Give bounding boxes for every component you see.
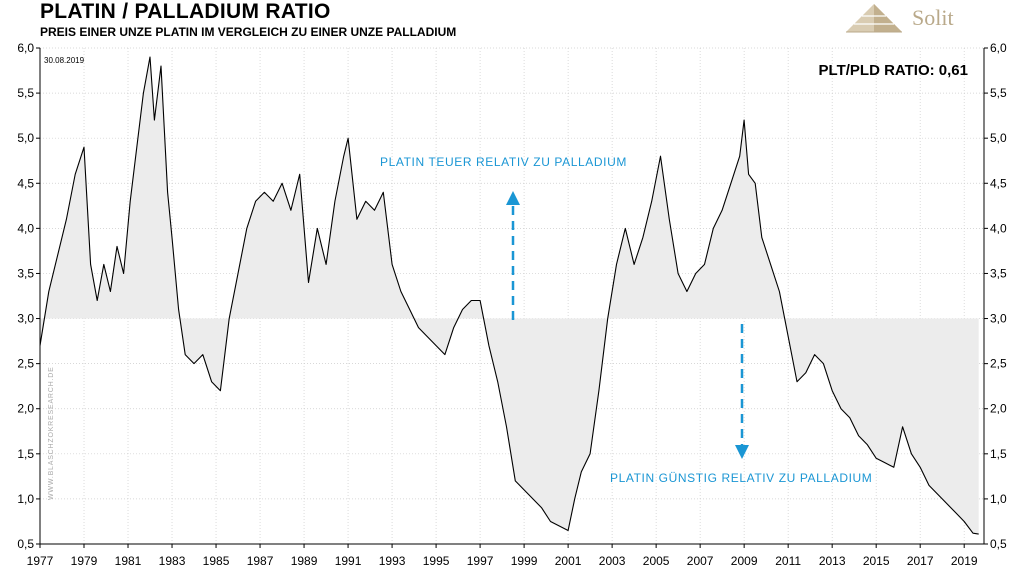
y-tick-label-right: 5,0	[990, 131, 1007, 145]
x-tick-label: 1995	[423, 554, 450, 568]
y-tick-label-right: 6,0	[990, 41, 1007, 55]
y-tick-label-right: 1,0	[990, 492, 1007, 506]
x-tick-label: 2005	[643, 554, 670, 568]
y-tick-label-left: 3,5	[17, 266, 34, 280]
y-tick-label-left: 1,5	[17, 447, 34, 461]
x-tick-label: 1979	[71, 554, 98, 568]
area-fill-path	[40, 57, 979, 535]
y-tick-label-right: 4,5	[990, 176, 1007, 190]
y-tick-label-left: 5,0	[17, 131, 34, 145]
y-tick-label-left: 1,0	[17, 492, 34, 506]
watermark: WWW.BLASCHZOKRESEARCH.DE	[48, 366, 55, 500]
y-tick-label-left: 2,0	[17, 402, 34, 416]
x-tick-label: 1991	[335, 554, 362, 568]
annotation-arrows	[506, 191, 749, 459]
y-tick-label-right: 0,5	[990, 537, 1007, 551]
y-tick-label-left: 0,5	[17, 537, 34, 551]
chart-title: PLATIN / PALLADIUM RATIO	[40, 0, 331, 23]
ratio-area-fill	[40, 57, 979, 535]
y-tick-label-right: 2,5	[990, 357, 1007, 371]
x-tick-label: 1993	[379, 554, 406, 568]
x-tick-label: 1985	[203, 554, 230, 568]
y-tick-label-left: 6,0	[17, 41, 34, 55]
x-tick-label: 2011	[775, 554, 801, 568]
y-tick-label-right: 2,0	[990, 402, 1007, 416]
y-tick-label-left: 4,0	[17, 221, 34, 235]
ratio-line	[39, 56, 979, 535]
x-tick-label: 1981	[115, 554, 142, 568]
x-tick-label: 1987	[247, 554, 274, 568]
x-tick-label: 2007	[687, 554, 714, 568]
y-tick-label-right: 3,5	[990, 266, 1007, 280]
x-tick-label: 2001	[555, 554, 582, 568]
up-arrow-head	[506, 191, 520, 205]
annotation-lower: PLATIN GÜNSTIG RELATIV ZU PALLADIUM	[610, 471, 872, 485]
logo-text: Solit	[912, 5, 954, 30]
x-tick-label: 1983	[159, 554, 186, 568]
y-axis-left-ticks: 0,5 1,0 1,5 2,0 2,5 3,0 3,5 4,0 4,5 5,0 5,5 6,0	[17, 41, 40, 551]
series-line-path	[39, 56, 979, 535]
x-tick-label: 1997	[467, 554, 494, 568]
x-tick-label: 2009	[731, 554, 758, 568]
down-arrow-head	[735, 445, 749, 459]
axes	[39, 48, 985, 545]
y-tick-label-left: 2,5	[17, 357, 34, 371]
x-tick-label: 2003	[599, 554, 626, 568]
y-tick-label-right: 1,5	[990, 447, 1007, 461]
x-tick-label: 1989	[291, 554, 318, 568]
date-label: 30.08.2019	[44, 56, 85, 65]
x-tick-label: 2013	[819, 554, 846, 568]
chart-subtitle: PREIS EINER UNZE PLATIN IM VERGLEICH ZU …	[40, 25, 457, 39]
x-tick-label: 1977	[27, 554, 54, 568]
y-tick-label-left: 4,5	[17, 176, 34, 190]
y-tick-label-left: 3,0	[17, 312, 34, 326]
y-tick-label-right: 3,0	[990, 312, 1007, 326]
y-tick-label-right: 5,5	[990, 86, 1007, 100]
pyramid-icon	[846, 4, 902, 33]
y-tick-label-left: 5,5	[17, 86, 34, 100]
x-axis-ticks: 1977 1979 1981 1983 1985 1987 1989 1991 1993 1995…	[27, 544, 978, 568]
y-axis-right-ticks: 0,5 1,0 1,5 2,0 2,5 3,0 3,5 4,0 4,5 5,0 5,5 6,0	[984, 41, 1007, 551]
ratio-label: PLT/PLD RATIO: 0,61	[819, 62, 968, 79]
annotation-upper: PLATIN TEUER RELATIV ZU PALLADIUM	[380, 155, 627, 169]
y-tick-label-right: 4,0	[990, 221, 1007, 235]
x-tick-label: 1999	[511, 554, 538, 568]
x-tick-label: 2019	[951, 554, 978, 568]
x-tick-label: 2015	[863, 554, 890, 568]
solit-logo: Solit	[842, 2, 982, 36]
x-tick-label: 2017	[907, 554, 934, 568]
